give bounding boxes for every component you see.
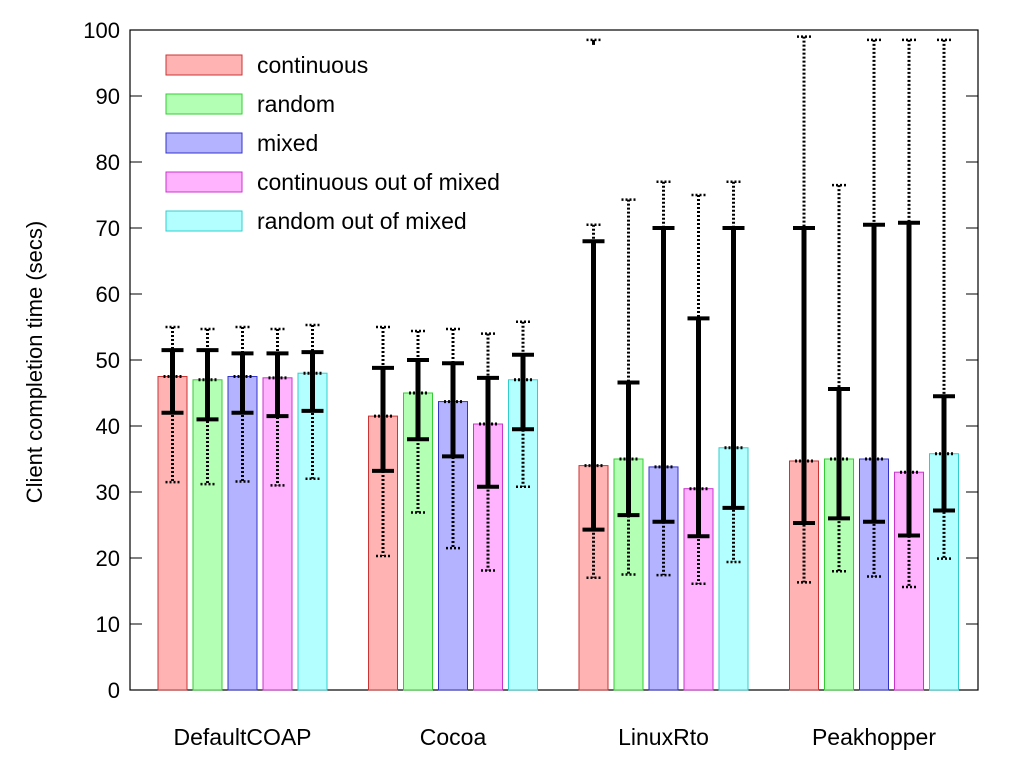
legend-swatch	[165, 210, 243, 232]
bar	[262, 377, 293, 691]
legend-label: continuous out of mixed	[257, 169, 500, 195]
x-category-label: Cocoa	[420, 724, 487, 750]
y-tick-label: 50	[96, 348, 120, 373]
legend-label: random	[257, 91, 335, 117]
x-category-label: Peakhopper	[812, 724, 936, 750]
x-category-label: DefaultCOAP	[173, 724, 311, 750]
error-bars	[161, 35, 955, 589]
x-category-label: LinuxRto	[618, 724, 709, 750]
y-tick-label: 80	[96, 150, 120, 175]
x-axis-labels: DefaultCOAP Cocoa LinuxRto Peakhopper	[173, 724, 936, 750]
legend-swatch	[165, 93, 243, 115]
y-tick-label: 70	[96, 216, 120, 241]
y-axis-ticks: 0 10 20 30 40 50 60 70 80 90 100	[83, 18, 978, 703]
legend-swatch	[165, 54, 243, 76]
bar	[297, 372, 328, 691]
y-tick-label: 90	[96, 84, 120, 109]
y-tick-label: 0	[108, 678, 120, 703]
y-tick-label: 30	[96, 480, 120, 505]
legend: continuous random mixed continuous out of m…	[165, 52, 500, 234]
y-tick-label: 60	[96, 282, 120, 307]
y-tick-label: 10	[96, 612, 120, 637]
legend-label: continuous	[257, 52, 368, 78]
y-tick-label: 20	[96, 546, 120, 571]
legend-label: random out of mixed	[257, 208, 467, 234]
y-tick-label: 100	[83, 18, 120, 43]
legend-swatch	[165, 171, 243, 193]
y-tick-label: 40	[96, 414, 120, 439]
legend-label: mixed	[257, 130, 318, 156]
bar	[403, 392, 433, 691]
bar	[192, 379, 223, 691]
y-axis-label: Client completion time (secs)	[22, 221, 47, 503]
legend-swatch	[165, 132, 243, 154]
